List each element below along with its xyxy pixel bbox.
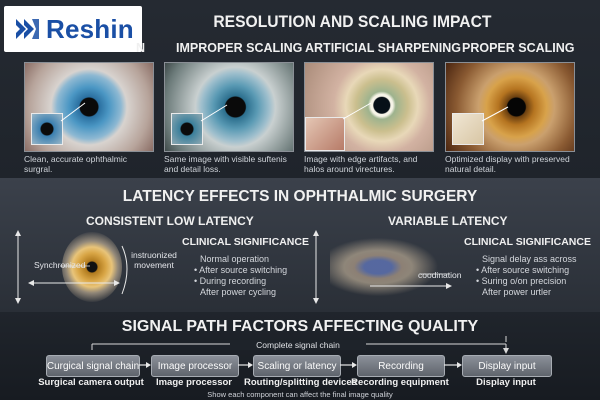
list-item: After power cycling — [200, 287, 277, 297]
col-heading-3: ARTIFICIAL SHARPENING — [305, 41, 462, 55]
variable-latency-arrows — [313, 230, 452, 304]
eye-photo-inset — [31, 113, 63, 145]
low-latency-arrows — [15, 230, 128, 304]
pointer-line — [60, 102, 86, 122]
eye-photo-inset — [305, 117, 345, 151]
latency-title: LATENCY EFFECTS IN OPHTHALMIC SURGERY — [122, 188, 478, 205]
caption-1: Clean, accurate ophthalmic surgral. — [24, 154, 128, 174]
list-item-text: After source switching — [481, 265, 570, 275]
clinical-heading-left: CLINICAL SIGNIFICANCE — [182, 236, 309, 248]
chain-box-5: Display input — [462, 355, 552, 377]
chain-arrows — [139, 362, 462, 368]
reshin-logo: Reshin — [4, 6, 142, 52]
chain-box-2: Image processor — [151, 355, 239, 377]
signal-footer: Show each component can affect the final… — [207, 390, 393, 399]
list-item: • After source switching — [194, 265, 288, 275]
list-item: Signal delay ass across — [482, 254, 577, 264]
clinical-heading-right: CLINICAL SIGNIFICANCE — [464, 236, 591, 248]
col-heading-1: N — [136, 41, 146, 55]
movement-label: instruonized movement — [131, 250, 177, 270]
list-item: • During recording — [194, 276, 267, 286]
caption-3: Image with edge artifacts, and halos aro… — [304, 154, 418, 174]
list-item-text: After source switching — [199, 265, 288, 275]
chain-label-2: Image processor — [155, 377, 233, 388]
col-heading-2: IMPROPER SCALING — [176, 41, 303, 55]
chain-label-5: Display input — [476, 377, 536, 388]
list-item: Normal operation — [200, 254, 270, 264]
eye-latency-variable — [330, 232, 450, 302]
chain-label-1: Surgical camera output — [38, 377, 144, 388]
clinical-list-right: Signal delay ass across • After source s… — [476, 254, 577, 298]
coordination-label: coodination — [418, 270, 462, 280]
eye-photo-sharpened — [304, 62, 434, 152]
chain-box-3: Scaling or latency — [253, 355, 341, 377]
signal-path-title: SIGNAL PATH FACTORS AFFECTING QUALITY — [121, 318, 479, 335]
eye-photo-inset — [452, 113, 484, 145]
eye-photo-proper — [445, 62, 575, 152]
list-item: • Suring o/on precision — [476, 276, 567, 286]
pointer-line — [342, 102, 372, 120]
synchronized-label: Synchronized — [34, 260, 86, 270]
pointer-line — [481, 106, 509, 122]
resolution-title: RESOLUTION AND SCALING IMPACT — [213, 12, 492, 31]
eye-latency-consistent — [62, 232, 122, 302]
chain-box-1: Curgical signal chain — [46, 355, 140, 377]
variable-latency-heading: VARIABLE LATENCY — [388, 214, 508, 228]
chain-box-4: Recording — [357, 355, 445, 377]
low-latency-heading: CONSISTENT LOW LATENCY — [86, 214, 254, 228]
pointer-line — [200, 104, 228, 122]
reshin-logo-icon — [16, 19, 39, 39]
list-item: • After source switching — [476, 265, 570, 275]
col-heading-4: PROPER SCALING — [462, 41, 575, 55]
chain-label-4: Recording equipment — [351, 377, 449, 388]
clinical-list-left: Normal operation • After source switchin… — [194, 254, 287, 298]
eye-photo-inset — [171, 113, 203, 145]
list-item-text: Suring o/on precision — [481, 276, 567, 286]
chain-label-3: Routing/splitting devices — [244, 377, 357, 388]
complete-chain-label: Complete signal chain — [230, 340, 366, 350]
logo-text: Reshin — [46, 13, 134, 44]
eye-photo-improper — [164, 62, 294, 152]
eye-photo-clean — [24, 62, 154, 152]
caption-2: Same image with visible suftenis and det… — [164, 154, 287, 174]
list-item: After power urtler — [482, 287, 552, 297]
list-item-text: During recording — [199, 276, 267, 286]
caption-4: Optimized display with preserved natural… — [445, 154, 570, 174]
